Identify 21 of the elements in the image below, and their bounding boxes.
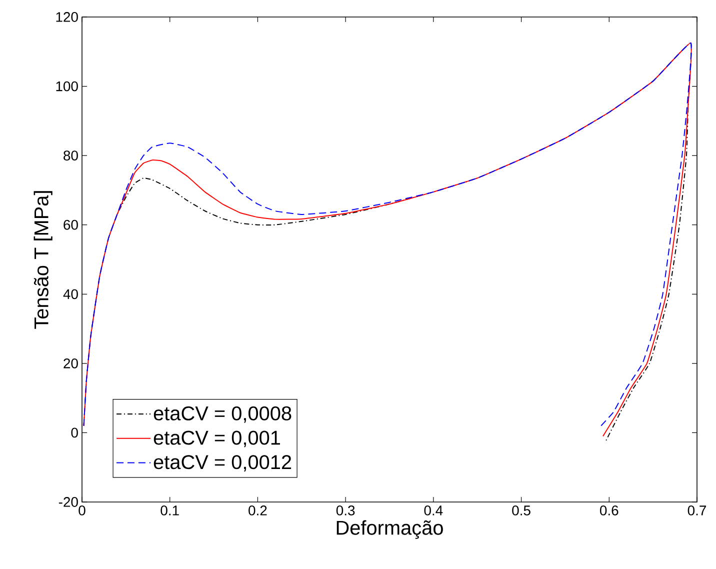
y-tick-label: 40 — [63, 289, 78, 300]
x-tick-label: 0.2 — [248, 506, 267, 516]
x-tick-label: 0.3 — [336, 506, 355, 516]
x-tick-label: 0 — [78, 506, 86, 516]
x-tick-label: 0.7 — [688, 506, 706, 516]
y-tick-label: 60 — [64, 220, 78, 230]
x-tick-label: 0.5 — [512, 506, 530, 516]
x-tick-label: 0.6 — [600, 506, 618, 516]
y-tick-label: 0 — [71, 428, 78, 438]
legend-label: etaCV = 0,001 — [154, 430, 280, 448]
y-tick-label: -20 — [58, 497, 78, 507]
x-tick-label: 0.4 — [424, 506, 443, 516]
x-axis-title: Deformação — [336, 520, 443, 539]
y-tick-label: 80 — [64, 150, 78, 161]
y-tick-label: 20 — [64, 358, 78, 368]
y-tick-label: 120 — [56, 12, 78, 22]
x-tick-label: 0.1 — [160, 506, 179, 516]
legend-label: etaCV = 0,0012 — [154, 455, 292, 472]
y-tick-label: 100 — [56, 81, 78, 92]
legend-label: etaCV = 0,0008 — [154, 406, 292, 423]
y-axis-title: Tensão T [MPa] — [34, 191, 52, 329]
